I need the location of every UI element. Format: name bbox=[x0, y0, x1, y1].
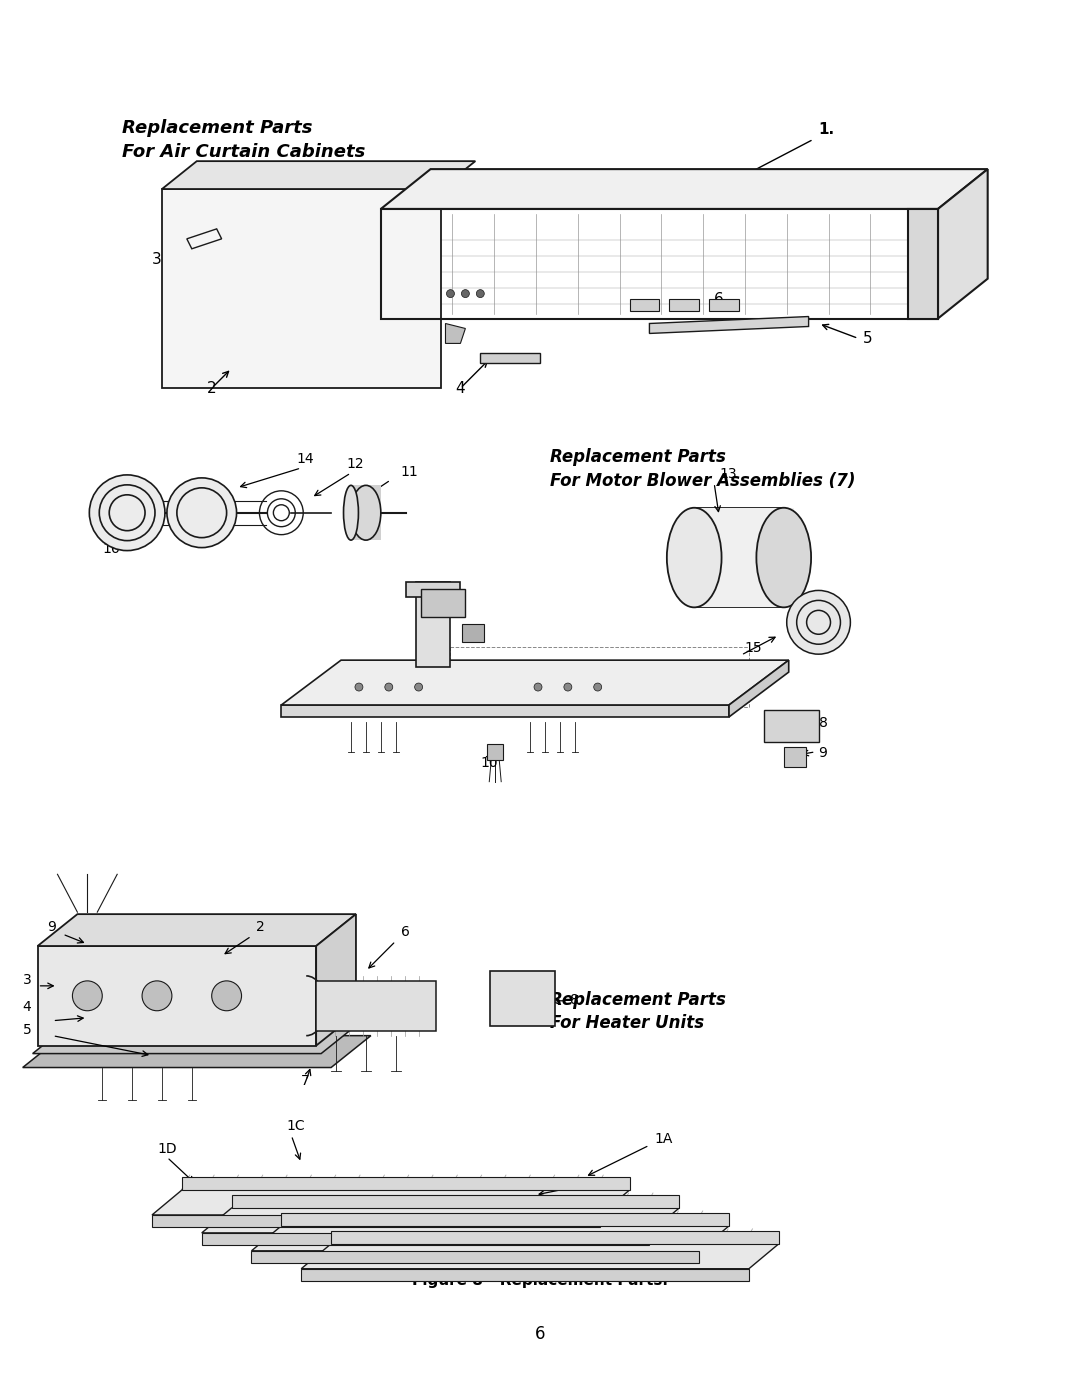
Polygon shape bbox=[252, 1250, 699, 1263]
Bar bbox=[764, 710, 819, 742]
Text: 1C: 1C bbox=[286, 1119, 305, 1133]
Text: 12: 12 bbox=[346, 457, 364, 471]
Bar bbox=[710, 299, 739, 310]
Bar bbox=[490, 971, 555, 1025]
Text: 1A: 1A bbox=[654, 1132, 673, 1146]
Polygon shape bbox=[181, 1178, 630, 1190]
Polygon shape bbox=[694, 507, 794, 608]
Text: 5: 5 bbox=[23, 1023, 31, 1037]
Circle shape bbox=[594, 683, 602, 692]
Text: 8: 8 bbox=[819, 715, 827, 729]
Text: 7: 7 bbox=[301, 1074, 310, 1088]
Text: 10: 10 bbox=[481, 756, 498, 770]
Ellipse shape bbox=[143, 981, 172, 1011]
Polygon shape bbox=[162, 161, 475, 189]
Text: 5: 5 bbox=[863, 331, 873, 346]
Text: 6: 6 bbox=[535, 1326, 545, 1344]
Circle shape bbox=[786, 591, 850, 654]
Polygon shape bbox=[332, 1231, 779, 1243]
Polygon shape bbox=[281, 705, 729, 717]
Polygon shape bbox=[38, 946, 316, 1045]
Polygon shape bbox=[481, 353, 540, 363]
Polygon shape bbox=[231, 1194, 679, 1208]
Circle shape bbox=[461, 289, 470, 298]
Text: Replacement Parts
For Motor Blower Assemblies (7): Replacement Parts For Motor Blower Assem… bbox=[550, 448, 855, 489]
Text: 8: 8 bbox=[570, 993, 579, 1007]
Polygon shape bbox=[23, 1035, 370, 1067]
Polygon shape bbox=[381, 169, 988, 210]
Circle shape bbox=[415, 683, 422, 692]
Polygon shape bbox=[406, 583, 460, 598]
Text: 3: 3 bbox=[152, 251, 162, 267]
Polygon shape bbox=[281, 661, 788, 705]
Text: 1.: 1. bbox=[819, 123, 835, 137]
Polygon shape bbox=[729, 661, 788, 717]
Text: 6: 6 bbox=[401, 925, 409, 939]
Bar bbox=[351, 485, 381, 539]
Text: 1D: 1D bbox=[157, 1143, 177, 1157]
Polygon shape bbox=[937, 169, 988, 319]
Text: 9: 9 bbox=[48, 921, 56, 935]
Text: 14: 14 bbox=[296, 453, 314, 467]
Text: 6: 6 bbox=[714, 292, 724, 306]
Circle shape bbox=[476, 289, 484, 298]
Ellipse shape bbox=[343, 485, 359, 541]
Polygon shape bbox=[316, 914, 356, 1045]
Bar bbox=[630, 299, 660, 310]
Bar bbox=[670, 299, 699, 310]
Polygon shape bbox=[38, 914, 356, 946]
Ellipse shape bbox=[351, 485, 381, 541]
Polygon shape bbox=[445, 324, 465, 344]
Polygon shape bbox=[908, 210, 937, 319]
Text: 3: 3 bbox=[23, 972, 31, 986]
Text: Replacement Parts
For Air Curtain Cabinets: Replacement Parts For Air Curtain Cabine… bbox=[122, 119, 365, 161]
Bar bbox=[316, 981, 435, 1031]
Polygon shape bbox=[649, 317, 809, 334]
Ellipse shape bbox=[666, 507, 721, 608]
Text: 4: 4 bbox=[456, 381, 465, 397]
Circle shape bbox=[384, 683, 393, 692]
Circle shape bbox=[446, 289, 455, 298]
Text: 2: 2 bbox=[206, 381, 216, 397]
Bar bbox=[420, 590, 465, 617]
Ellipse shape bbox=[756, 507, 811, 608]
Polygon shape bbox=[202, 1208, 679, 1234]
Text: 16: 16 bbox=[103, 542, 120, 556]
Polygon shape bbox=[202, 1234, 649, 1245]
Polygon shape bbox=[32, 1021, 361, 1053]
Polygon shape bbox=[281, 1213, 729, 1227]
Text: Figure 8 - Replacement Parts.: Figure 8 - Replacement Parts. bbox=[411, 1273, 669, 1288]
Text: 4: 4 bbox=[23, 1000, 31, 1014]
Circle shape bbox=[564, 683, 571, 692]
Polygon shape bbox=[301, 1243, 779, 1268]
Circle shape bbox=[355, 683, 363, 692]
Circle shape bbox=[90, 475, 165, 550]
Bar bbox=[487, 743, 503, 760]
Text: 1B: 1B bbox=[575, 1179, 593, 1193]
Circle shape bbox=[167, 478, 237, 548]
Bar bbox=[784, 747, 806, 767]
Polygon shape bbox=[152, 1190, 630, 1215]
Bar bbox=[462, 624, 484, 643]
Polygon shape bbox=[416, 583, 450, 668]
Ellipse shape bbox=[212, 981, 242, 1011]
Polygon shape bbox=[301, 1268, 748, 1281]
Polygon shape bbox=[252, 1227, 729, 1250]
Text: Replacement Parts
For Heater Units: Replacement Parts For Heater Units bbox=[550, 990, 726, 1032]
Text: 9: 9 bbox=[819, 746, 827, 760]
Text: 2: 2 bbox=[256, 921, 266, 935]
Ellipse shape bbox=[72, 981, 103, 1011]
Text: 11: 11 bbox=[401, 465, 418, 479]
Text: 15: 15 bbox=[744, 641, 761, 655]
Polygon shape bbox=[152, 1215, 599, 1227]
Text: 13: 13 bbox=[719, 467, 737, 481]
Circle shape bbox=[534, 683, 542, 692]
Polygon shape bbox=[162, 189, 441, 388]
